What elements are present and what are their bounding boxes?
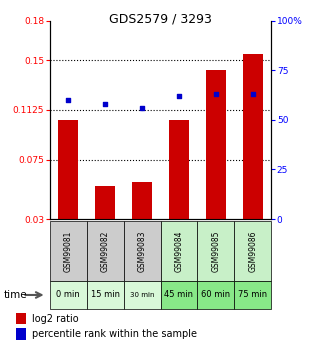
Text: 60 min: 60 min <box>201 290 230 299</box>
Bar <box>160 221 197 281</box>
Text: 15 min: 15 min <box>91 290 120 299</box>
Bar <box>169 120 189 219</box>
Text: 0 min: 0 min <box>56 290 80 299</box>
Point <box>102 101 108 107</box>
Point <box>213 91 218 97</box>
Bar <box>124 221 160 281</box>
Text: 30 min: 30 min <box>130 292 154 298</box>
Text: 45 min: 45 min <box>164 290 194 299</box>
Point <box>250 91 256 97</box>
Bar <box>132 182 152 219</box>
Bar <box>197 221 234 281</box>
Text: 75 min: 75 min <box>238 290 267 299</box>
Point <box>140 105 145 111</box>
Point <box>177 93 182 99</box>
Text: percentile rank within the sample: percentile rank within the sample <box>32 329 197 339</box>
Bar <box>16 313 26 324</box>
Bar <box>160 281 197 309</box>
Bar <box>50 221 87 281</box>
Text: GSM99082: GSM99082 <box>100 230 110 272</box>
Text: log2 ratio: log2 ratio <box>32 314 79 324</box>
Bar <box>87 221 124 281</box>
Text: GSM99085: GSM99085 <box>211 230 221 272</box>
Text: GSM99084: GSM99084 <box>174 230 184 272</box>
Text: GDS2579 / 3293: GDS2579 / 3293 <box>109 12 212 25</box>
Bar <box>87 281 124 309</box>
Bar <box>95 186 115 219</box>
Bar <box>206 70 226 219</box>
Bar <box>124 281 160 309</box>
Bar <box>50 281 87 309</box>
Text: GSM99081: GSM99081 <box>64 230 73 272</box>
Bar <box>58 120 78 219</box>
Bar <box>234 221 271 281</box>
Point <box>66 97 71 103</box>
Text: GSM99083: GSM99083 <box>137 230 147 272</box>
Bar <box>197 281 234 309</box>
Text: time: time <box>3 290 27 300</box>
Bar <box>243 54 263 219</box>
Bar <box>234 281 271 309</box>
Text: GSM99086: GSM99086 <box>248 230 257 272</box>
Bar <box>16 328 26 340</box>
